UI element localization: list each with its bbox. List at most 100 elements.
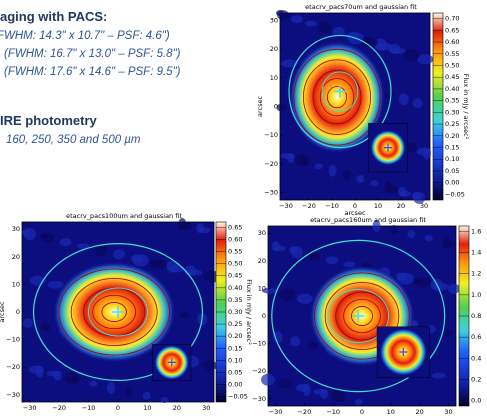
x-tick-label: 0 [353, 202, 357, 210]
contour [312, 70, 362, 125]
noise [186, 269, 203, 276]
noise [444, 240, 457, 249]
colorbar-tick-label: 0.50 [228, 260, 242, 268]
y-tick-label: −20 [6, 363, 20, 371]
contour [293, 48, 381, 146]
noise [407, 230, 416, 239]
noise [41, 233, 54, 244]
noise [168, 264, 185, 273]
inset-fit [373, 133, 403, 163]
x-tick-label: −20 [302, 202, 316, 210]
colorbar-label: Flux in mJy / arcsec² [462, 74, 470, 140]
y-tick-label: −10 [252, 340, 266, 348]
colorbar-tick-label: 0.05 [228, 368, 242, 376]
x-tick-label: 20 [397, 202, 405, 210]
noise [302, 383, 311, 396]
colorbar-tick-label: 0.45 [228, 272, 242, 280]
colorbar-tick-label: 0.55 [445, 50, 459, 58]
fit-ellipse [32, 243, 204, 382]
noise [272, 331, 283, 344]
noise [261, 373, 275, 386]
colorbar-tick-label: 0.10 [445, 155, 459, 163]
x-tick-label: 30 [202, 404, 210, 412]
x-tick-label: −10 [325, 202, 339, 210]
y-tick-label: 20 [270, 45, 278, 53]
noise [370, 180, 379, 187]
x-tick-label: 30 [444, 408, 452, 416]
inset-cross [399, 348, 408, 356]
y-tick-label: −30 [264, 189, 278, 197]
contour [314, 272, 410, 360]
noise [417, 54, 434, 65]
colorbar-tick-label: 0.00 [228, 381, 242, 389]
y-tick-label: −10 [264, 131, 278, 139]
noise [448, 283, 461, 294]
noise [337, 393, 346, 402]
contour [343, 298, 381, 334]
inset-fit [383, 332, 423, 372]
noise [142, 391, 151, 400]
colorbar-tick-label: 0.40 [445, 85, 459, 93]
noise [399, 190, 412, 197]
colorbar-tick-label: −0.05 [445, 190, 465, 198]
text-line: (FWHM: 17.6" x 14.6" – PSF: 9.5") [4, 66, 181, 78]
colorbar-tick-label: 0.15 [228, 344, 242, 352]
colorbar-tick-label: −0.05 [228, 393, 248, 401]
fit-ellipse [327, 289, 390, 343]
colorbar-tick-label: 0.20 [228, 332, 242, 340]
plot-title: etacrv_pacs100um and gaussian fit [66, 212, 182, 220]
noise [296, 293, 313, 304]
y-tick-label: 10 [258, 284, 266, 292]
source [289, 41, 385, 154]
inset-fit [157, 348, 187, 377]
noise [23, 228, 36, 241]
colorbar-tick-label: 0.55 [228, 248, 242, 256]
y-tick-label: −30 [252, 395, 266, 403]
y-tick-label: 10 [12, 280, 20, 288]
noise [422, 147, 431, 160]
noise [328, 164, 337, 177]
colorbar-tick-label: 0.25 [445, 120, 459, 128]
noise [273, 245, 286, 252]
noise [180, 222, 193, 231]
noise [53, 370, 62, 381]
noise [397, 272, 414, 285]
heading: IRE photometry [0, 113, 97, 128]
y-tick-label: 30 [12, 225, 20, 233]
colorbar-label: Flux in mJy / arcsec² [245, 279, 253, 345]
center-cross [352, 310, 365, 322]
contour [101, 302, 127, 322]
x-tick-label: −10 [82, 404, 96, 412]
noise [325, 256, 338, 265]
noise [389, 225, 398, 236]
colorbar-tick-label: 0.20 [445, 132, 459, 140]
fit-ellipse [321, 71, 359, 112]
x-tick-label: −30 [23, 404, 37, 412]
x-tick-label: 10 [143, 404, 151, 412]
y-tick-label: 20 [12, 253, 20, 261]
noise [132, 254, 149, 267]
noise [307, 341, 318, 350]
noise [47, 280, 64, 289]
y-label: arcsec [0, 301, 6, 322]
colorbar-tick-label: 1.0 [471, 291, 481, 299]
noise [356, 174, 365, 183]
noise [261, 287, 278, 294]
y-tick-label: 0 [16, 308, 20, 316]
colorbar-tick-label: 0.60 [445, 38, 459, 46]
noise [300, 158, 309, 167]
colorbar-tick-label: 0.10 [228, 356, 242, 364]
noise [389, 47, 406, 54]
contour [70, 278, 158, 346]
noise [431, 372, 446, 379]
noise [372, 220, 381, 232]
x-tick-label: −20 [297, 408, 311, 416]
noise [291, 246, 304, 259]
noise [279, 288, 296, 301]
colorbar-tick-label: 0.70 [445, 15, 459, 23]
colorbar-tick-label: 0.40 [228, 284, 242, 292]
colorbar-tick-label: 0.50 [445, 61, 459, 69]
noise [342, 169, 351, 180]
